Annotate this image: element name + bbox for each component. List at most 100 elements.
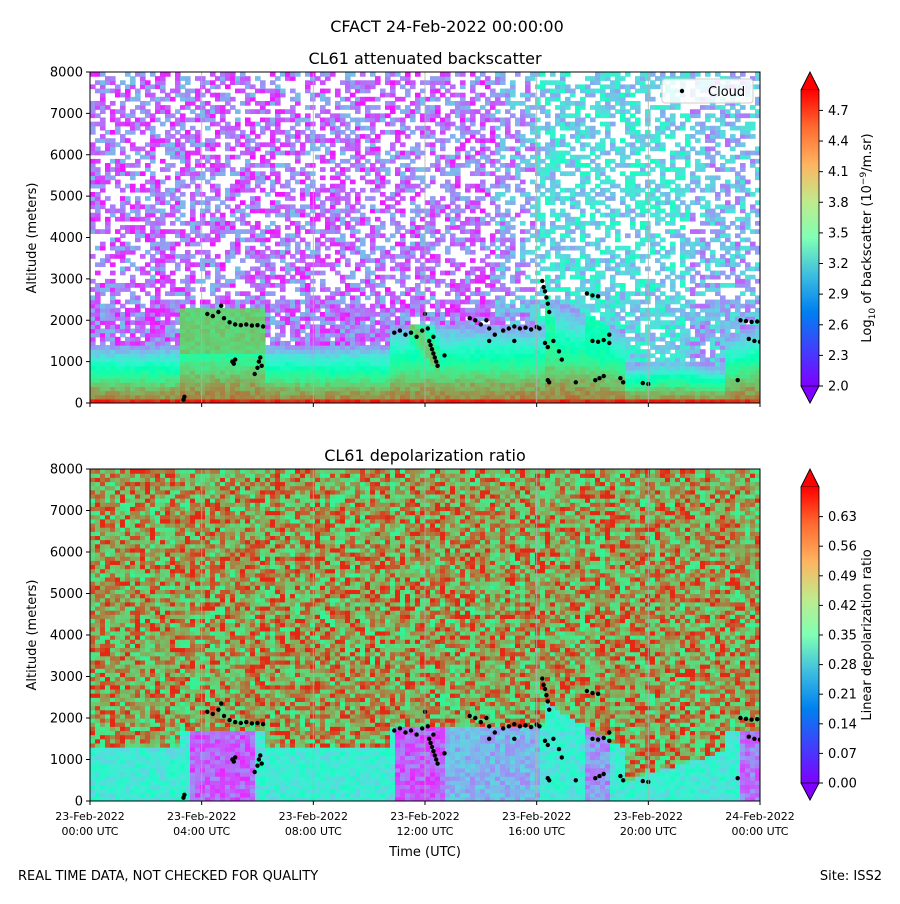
heatmap-cell: [170, 357, 176, 363]
heatmap-cell: [145, 113, 151, 119]
heatmap-cell: [170, 241, 176, 247]
heatmap-cell: [175, 200, 181, 205]
heatmap-cell: [210, 398, 216, 403]
heatmap-cell: [190, 324, 196, 330]
heatmap-cell: [310, 361, 316, 367]
heatmap-cell: [415, 225, 421, 230]
heatmap-cell: [245, 332, 251, 338]
heatmap-cell: [335, 361, 341, 367]
heatmap-cell: [415, 303, 421, 309]
heatmap-cell: [415, 291, 421, 297]
heatmap-cell: [480, 336, 486, 342]
heatmap-cell: [150, 316, 156, 321]
heatmap-cell: [220, 80, 226, 86]
heatmap-cell: [175, 117, 181, 123]
heatmap-cell: [420, 96, 426, 102]
heatmap-cell: [345, 311, 351, 317]
heatmap-cell: [285, 349, 291, 354]
heatmap-cell: [230, 245, 236, 251]
heatmap-cell: [240, 72, 246, 77]
heatmap-cell: [280, 249, 286, 255]
heatmap-cell: [190, 204, 196, 210]
heatmap-cell: [500, 357, 506, 363]
heatmap-cell: [345, 336, 351, 342]
heatmap-cell: [245, 291, 251, 297]
heatmap-cell: [225, 196, 231, 201]
heatmap-cell: [130, 183, 136, 189]
heatmap-cell: [335, 187, 341, 193]
heatmap-cell: [225, 328, 231, 334]
heatmap-cell: [210, 378, 216, 383]
heatmap-cell: [180, 349, 186, 354]
heatmap-cell: [470, 134, 476, 139]
heatmap-cell: [530, 179, 536, 185]
heatmap-cell: [400, 262, 406, 268]
heatmap-cell: [545, 171, 551, 177]
heatmap-cell: [100, 258, 106, 263]
heatmap-cell: [350, 100, 356, 106]
heatmap-cell: [475, 336, 481, 342]
heatmap-cell: [180, 353, 186, 359]
heatmap-cell: [395, 278, 401, 284]
heatmap-cell: [320, 386, 326, 392]
heatmap-cell: [175, 349, 181, 354]
heatmap-cell: [130, 382, 136, 388]
heatmap-cell: [255, 283, 261, 288]
heatmap-cell: [365, 378, 371, 383]
heatmap-cell: [430, 353, 436, 359]
heatmap-cell: [435, 237, 441, 243]
heatmap-cell: [100, 88, 106, 94]
heatmap-cell: [295, 398, 301, 403]
heatmap-cell: [220, 216, 226, 222]
heatmap-cell: [475, 158, 481, 164]
heatmap-cell: [210, 382, 216, 388]
heatmap-cell: [365, 353, 371, 359]
heatmap-cell: [405, 163, 411, 168]
heatmap-cell: [215, 96, 221, 102]
heatmap-cell: [515, 100, 521, 106]
heatmap-cell: [500, 287, 506, 292]
heatmap-cell: [510, 353, 516, 359]
heatmap-cell: [550, 175, 556, 181]
heatmap-cell: [170, 187, 176, 193]
heatmap-cell: [385, 386, 391, 392]
heatmap-cell: [455, 382, 461, 388]
heatmap-cell: [180, 200, 186, 205]
heatmap-cell: [430, 216, 436, 222]
heatmap-cell: [315, 365, 321, 371]
heatmap-cell: [210, 390, 216, 396]
heatmap-cell: [525, 345, 531, 350]
heatmap-cell: [255, 378, 261, 383]
heatmap-cell: [415, 105, 421, 110]
heatmap-cell: [265, 245, 271, 251]
heatmap-cell: [500, 378, 506, 383]
heatmap-cell: [390, 332, 396, 338]
heatmap-cell: [475, 167, 481, 172]
heatmap-cell: [445, 138, 451, 143]
heatmap-cell: [470, 216, 476, 222]
heatmap-cell: [530, 374, 536, 379]
heatmap-cell: [245, 100, 251, 106]
heatmap-cell: [390, 320, 396, 325]
heatmap-cell: [160, 283, 166, 288]
heatmap-cell: [505, 237, 511, 243]
heatmap-cell: [510, 216, 516, 222]
heatmap-cell: [250, 154, 256, 160]
heatmap-cell: [405, 245, 411, 251]
heatmap-cell: [225, 146, 231, 152]
heatmap-cell: [520, 378, 526, 383]
heatmap-cell: [120, 138, 126, 143]
heatmap-cell: [320, 80, 326, 86]
heatmap-cell: [100, 183, 106, 189]
heatmap-cell: [90, 287, 96, 292]
heatmap-cell: [505, 353, 511, 359]
heatmap-cell: [415, 183, 421, 189]
heatmap-cell: [275, 163, 281, 168]
heatmap-cell: [340, 183, 346, 189]
heatmap-cell: [395, 191, 401, 197]
heatmap-cell: [160, 233, 166, 239]
heatmap-cell: [280, 386, 286, 392]
heatmap-cell: [460, 382, 466, 388]
heatmap-cell: [260, 233, 266, 239]
heatmap-cell: [185, 92, 191, 98]
